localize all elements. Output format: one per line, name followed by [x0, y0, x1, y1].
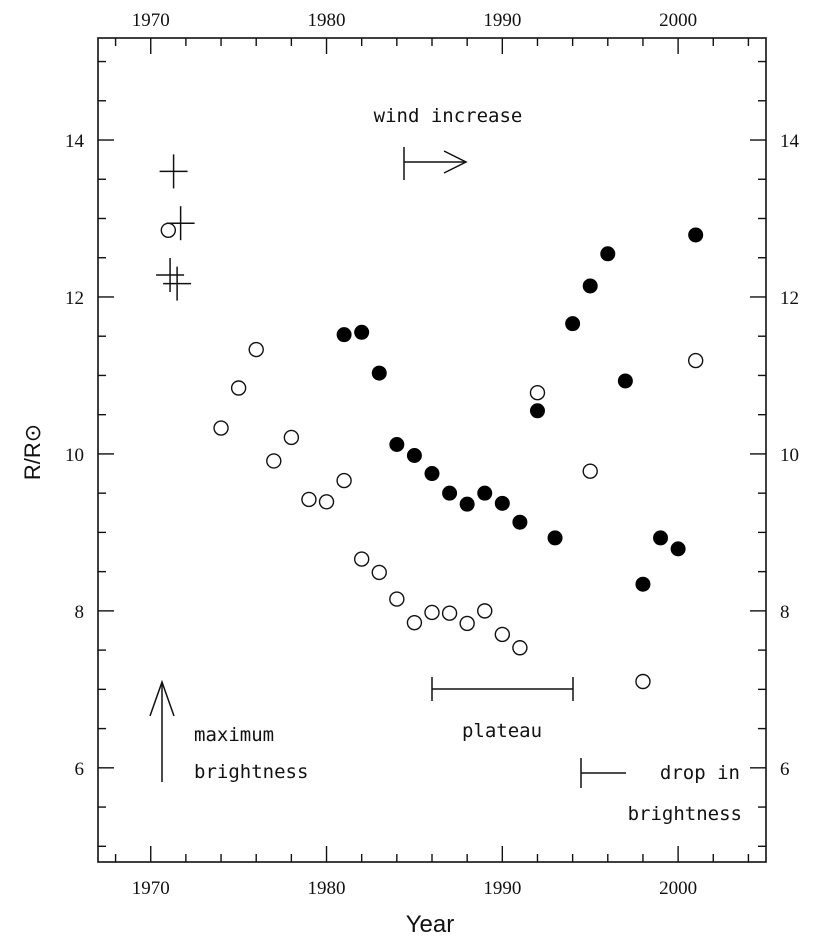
open-point: [213, 420, 229, 436]
filled-point: [459, 496, 475, 512]
open-point: [248, 341, 264, 358]
y-tick-label-right: 10: [780, 445, 799, 466]
open-point: [512, 640, 528, 656]
y-tick-label-left: 6: [75, 759, 85, 780]
filled-point: [635, 576, 651, 592]
plus-point: [156, 257, 185, 292]
y-tick-label-right: 8: [780, 602, 790, 623]
axis-ticks: [98, 38, 766, 862]
open-point: [266, 453, 282, 469]
open-point: [459, 615, 475, 632]
axis-tick-labels: 1970 1970 1980 1980 1990 1990 2000 2000 6 6 8 8 10 10…: [65, 10, 800, 899]
filled-point: [336, 327, 352, 343]
open-point: [283, 429, 300, 446]
y-tick-label-left: 10: [65, 445, 84, 466]
x-tick-label-top: 1970: [132, 10, 170, 31]
x-tick-label-bottom: 2000: [659, 878, 697, 899]
y-tick-label-left: 12: [65, 288, 84, 309]
plateau-annotation: plateau: [431, 677, 574, 742]
open-point: [424, 604, 440, 621]
filled-point: [354, 324, 370, 340]
filled-point: [424, 466, 440, 482]
open-point: [318, 494, 335, 510]
y-tick-label-right: 14: [780, 131, 800, 152]
filled-point: [389, 437, 405, 453]
filled-point: [371, 365, 387, 381]
filled-point: [512, 514, 528, 530]
x-tick-label-top: 1990: [483, 10, 521, 31]
x-tick-label-bottom: 1980: [308, 878, 346, 899]
open-point: [477, 603, 493, 619]
x-tick-label-top: 2000: [659, 10, 697, 31]
open-point: [371, 564, 387, 581]
filled-point: [653, 530, 669, 546]
filled-point: [494, 495, 510, 511]
plus-point: [166, 206, 195, 241]
open-point: [687, 352, 704, 369]
filled-point: [600, 246, 616, 262]
filled-point: [547, 530, 563, 546]
maximum-label-line2: brightness: [194, 761, 308, 783]
data-points: [156, 154, 704, 690]
y-tick-label-left: 8: [75, 602, 85, 623]
drop-label-line2: brightness: [628, 803, 742, 825]
y-axis-label: R/R⊙: [20, 424, 45, 480]
filled-point: [688, 227, 704, 243]
plateau-label: plateau: [462, 720, 542, 742]
filled-point: [582, 278, 598, 294]
maximum-brightness-annotation: maximum brightness: [149, 679, 308, 783]
y-tick-label-right: 6: [780, 759, 790, 780]
filled-point: [617, 373, 633, 389]
filled-point: [670, 541, 686, 557]
x-tick-label-bottom: 1970: [132, 878, 170, 899]
filled-point: [529, 403, 545, 419]
open-point: [301, 491, 317, 508]
y-tick-label-right: 12: [780, 288, 799, 309]
wind-arrow-head: [443, 150, 468, 174]
drop-in-brightness-annotation: drop in brightness: [580, 758, 742, 825]
open-point: [406, 614, 423, 631]
open-point: [336, 472, 352, 489]
open-point: [529, 385, 546, 401]
open-point: [353, 551, 370, 567]
open-point: [635, 673, 651, 690]
maximum-arrow-head: [149, 679, 175, 717]
open-point: [389, 591, 405, 607]
wind-increase-label: wind increase: [374, 105, 523, 127]
open-point: [494, 626, 511, 643]
open-point: [230, 380, 247, 396]
y-tick-label-left: 14: [65, 131, 85, 152]
plus-point: [163, 266, 192, 301]
open-point: [582, 463, 598, 479]
drop-label-line1: drop in: [660, 762, 740, 784]
plus-point: [159, 154, 188, 189]
open-point: [441, 605, 458, 621]
open-point: [160, 222, 177, 238]
maximum-label-line1: maximum: [194, 724, 274, 746]
filled-point: [406, 447, 422, 463]
x-axis-label: Year: [406, 911, 455, 938]
x-tick-label-top: 1980: [308, 10, 346, 31]
filled-point: [565, 316, 581, 332]
x-tick-label-bottom: 1990: [483, 878, 521, 899]
filled-point: [442, 485, 458, 501]
filled-point: [477, 485, 493, 501]
wind-increase-annotation: wind increase: [374, 105, 523, 180]
